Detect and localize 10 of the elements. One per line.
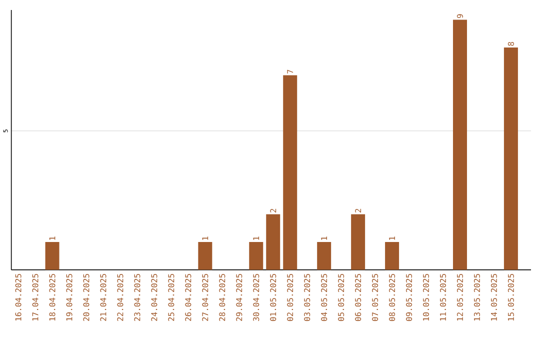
bar [266, 214, 280, 270]
bar [283, 75, 298, 270]
bar [351, 214, 366, 270]
bar [45, 242, 60, 270]
bar [249, 242, 264, 270]
bar [385, 242, 400, 270]
bar [452, 20, 467, 270]
bar [317, 242, 332, 270]
bar [504, 48, 518, 270]
bar [198, 242, 212, 270]
